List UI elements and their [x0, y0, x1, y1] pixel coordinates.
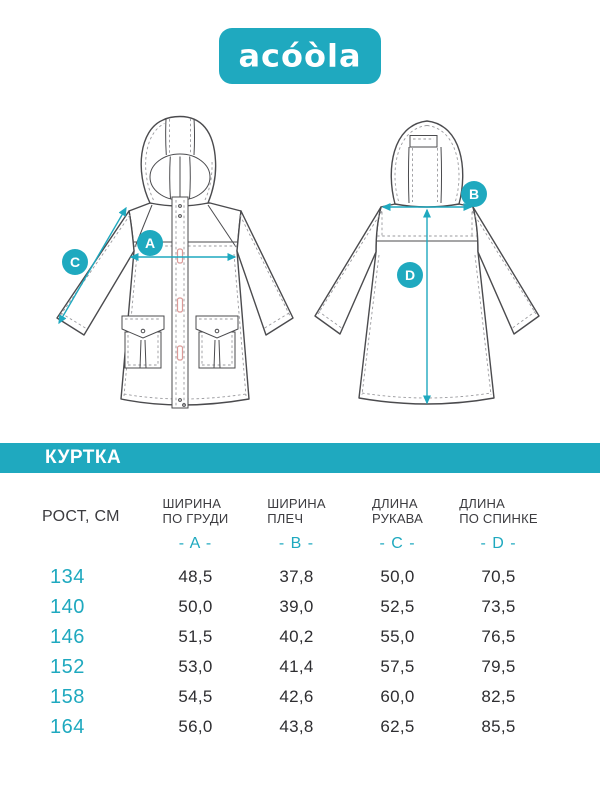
col-letter-B: - B - [278, 535, 315, 552]
letter-row-spacer [0, 526, 145, 562]
measure-arrow-A: A [129, 230, 237, 262]
col-letter-A: - A - [178, 535, 213, 552]
table-cell: 48,5 [178, 567, 213, 586]
table-cell: 52,5 [380, 597, 415, 616]
product-title: КУРТКА [45, 447, 122, 468]
front-pocket-left [121, 315, 165, 369]
zipper-pull-icon [176, 248, 184, 264]
size-label: 146 [50, 625, 85, 648]
table-cell: 79,5 [481, 657, 516, 676]
table-cell: 50,0 [178, 597, 213, 616]
size-table: РОСТ, СМ ШИРИНА ПО ГРУДИ ШИРИНА ПЛЕЧ ДЛИНА… [0, 490, 600, 742]
table-cell: 54,5 [178, 687, 213, 706]
col-letter-C: - C - [379, 535, 416, 552]
table-cell: 40,2 [279, 627, 314, 646]
size-label: 158 [50, 685, 85, 708]
table-cell: 39,0 [279, 597, 314, 616]
table-cell: 51,5 [178, 627, 213, 646]
col-header-height: РОСТ, СМ [42, 508, 120, 525]
marker-D-label: D [405, 267, 415, 283]
measure-arrow-D: D [397, 208, 432, 405]
product-banner: КУРТКА [0, 443, 600, 473]
col-header-chest-width: ШИРИНА ПО ГРУДИ [162, 496, 229, 526]
size-label: 140 [50, 595, 85, 618]
front-placket [171, 196, 189, 409]
marker-A [137, 230, 163, 256]
zipper-pull-icon [176, 345, 184, 361]
jacket-front-view: A C [56, 115, 294, 409]
table-cell: 70,5 [481, 567, 516, 586]
col-letter-D: - D - [480, 535, 517, 552]
measure-arrow-C: C [58, 206, 127, 325]
table-cell: 76,5 [481, 627, 516, 646]
table-cell: 73,5 [481, 597, 516, 616]
jacket-back-view: B D [314, 120, 540, 405]
measure-arrow-B: B [381, 181, 487, 212]
table-cell: 82,5 [481, 687, 516, 706]
brand-logo-text: acóòla [238, 37, 362, 75]
col-header-sleeve-length: ДЛИНА РУКАВА [372, 496, 423, 526]
size-label: 134 [50, 565, 85, 588]
marker-C [62, 249, 88, 275]
size-label: 164 [50, 715, 85, 738]
table-cell: 55,0 [380, 627, 415, 646]
marker-C-label: C [70, 254, 80, 270]
table-cell: 60,0 [380, 687, 415, 706]
marker-A-label: A [145, 235, 155, 251]
table-cell: 37,8 [279, 567, 314, 586]
table-cell: 56,0 [178, 717, 213, 736]
size-label: 152 [50, 655, 85, 678]
zipper-pull-icon [176, 297, 184, 313]
table-cell: 43,8 [279, 717, 314, 736]
brand-logo: acóòla [219, 28, 381, 84]
table-cell: 50,0 [380, 567, 415, 586]
col-header-shoulder-width: ШИРИНА ПЛЕЧ [267, 496, 326, 526]
marker-D [397, 262, 423, 288]
table-cell: 41,4 [279, 657, 314, 676]
front-pocket-right [195, 315, 239, 369]
table-cell: 85,5 [481, 717, 516, 736]
marker-B [461, 181, 487, 207]
table-cell: 62,5 [380, 717, 415, 736]
jacket-technical-drawing: A C [56, 115, 540, 409]
table-cell: 42,6 [279, 687, 314, 706]
marker-B-label: B [469, 186, 479, 202]
table-cell: 53,0 [178, 657, 213, 676]
table-cell: 57,5 [380, 657, 415, 676]
col-header-back-length: ДЛИНА ПО СПИНКЕ [459, 496, 538, 526]
